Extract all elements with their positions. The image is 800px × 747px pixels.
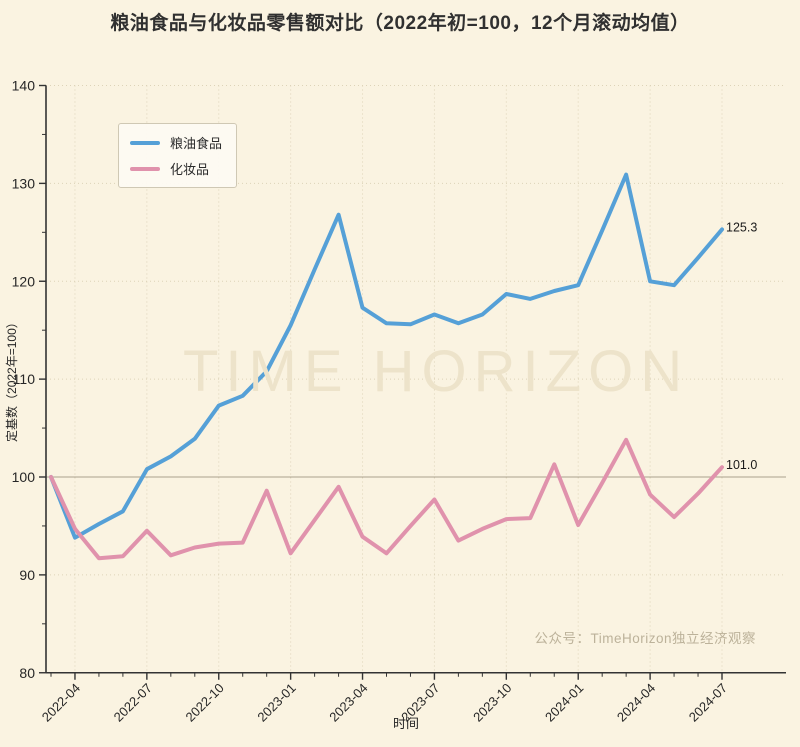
y-tick-label: 80 — [19, 665, 35, 681]
x-tick-label: 2022-07 — [111, 680, 155, 724]
chart-title: 粮油食品与化妆品零售额对比（2022年初=100，12个月滚动均值） — [110, 13, 690, 34]
y-axis-title: 定基数（2022年=100） — [4, 316, 19, 442]
x-tick-label: 2024-01 — [542, 680, 586, 724]
y-tick-label: 100 — [12, 469, 36, 485]
series-line-grain-oil — [49, 172, 724, 540]
legend-box: 粮油食品 化妆品 — [118, 123, 238, 188]
attribution-text: 公众号：TimeHorizon独立经济观察 — [534, 631, 756, 646]
x-axis-title: 时间 — [393, 716, 419, 731]
y-tick-label: 140 — [12, 78, 36, 94]
series-end-label: 125.3 — [726, 220, 757, 234]
legend-item-grain-oil: 粮油食品 — [130, 133, 222, 152]
x-tick-label: 2022-10 — [183, 680, 227, 724]
legend-line-sample-pink — [130, 166, 160, 171]
y-tick-label: 130 — [12, 175, 36, 191]
x-tick-label: 2023-01 — [254, 680, 298, 724]
watermark-text: TIME HORIZON — [183, 339, 690, 404]
x-tick-label: 2024-04 — [614, 680, 658, 724]
y-tick-label: 90 — [19, 567, 35, 583]
y-tick-label: 110 — [13, 371, 36, 387]
legend-item-cosmetics: 化妆品 — [130, 159, 222, 178]
legend-label: 粮油食品 — [170, 136, 223, 151]
x-tick-label: 2024-07 — [686, 680, 730, 724]
legend-label: 化妆品 — [170, 162, 210, 177]
series-line-cosmetics — [49, 437, 724, 561]
legend-line-sample-blue — [130, 140, 160, 145]
y-tick-label: 120 — [12, 273, 36, 289]
x-tick-label: 2023-04 — [326, 680, 370, 724]
x-tick-label: 2022-04 — [39, 680, 83, 724]
x-tick-label: 2023-10 — [470, 680, 514, 724]
series-end-label: 101.0 — [726, 458, 757, 472]
